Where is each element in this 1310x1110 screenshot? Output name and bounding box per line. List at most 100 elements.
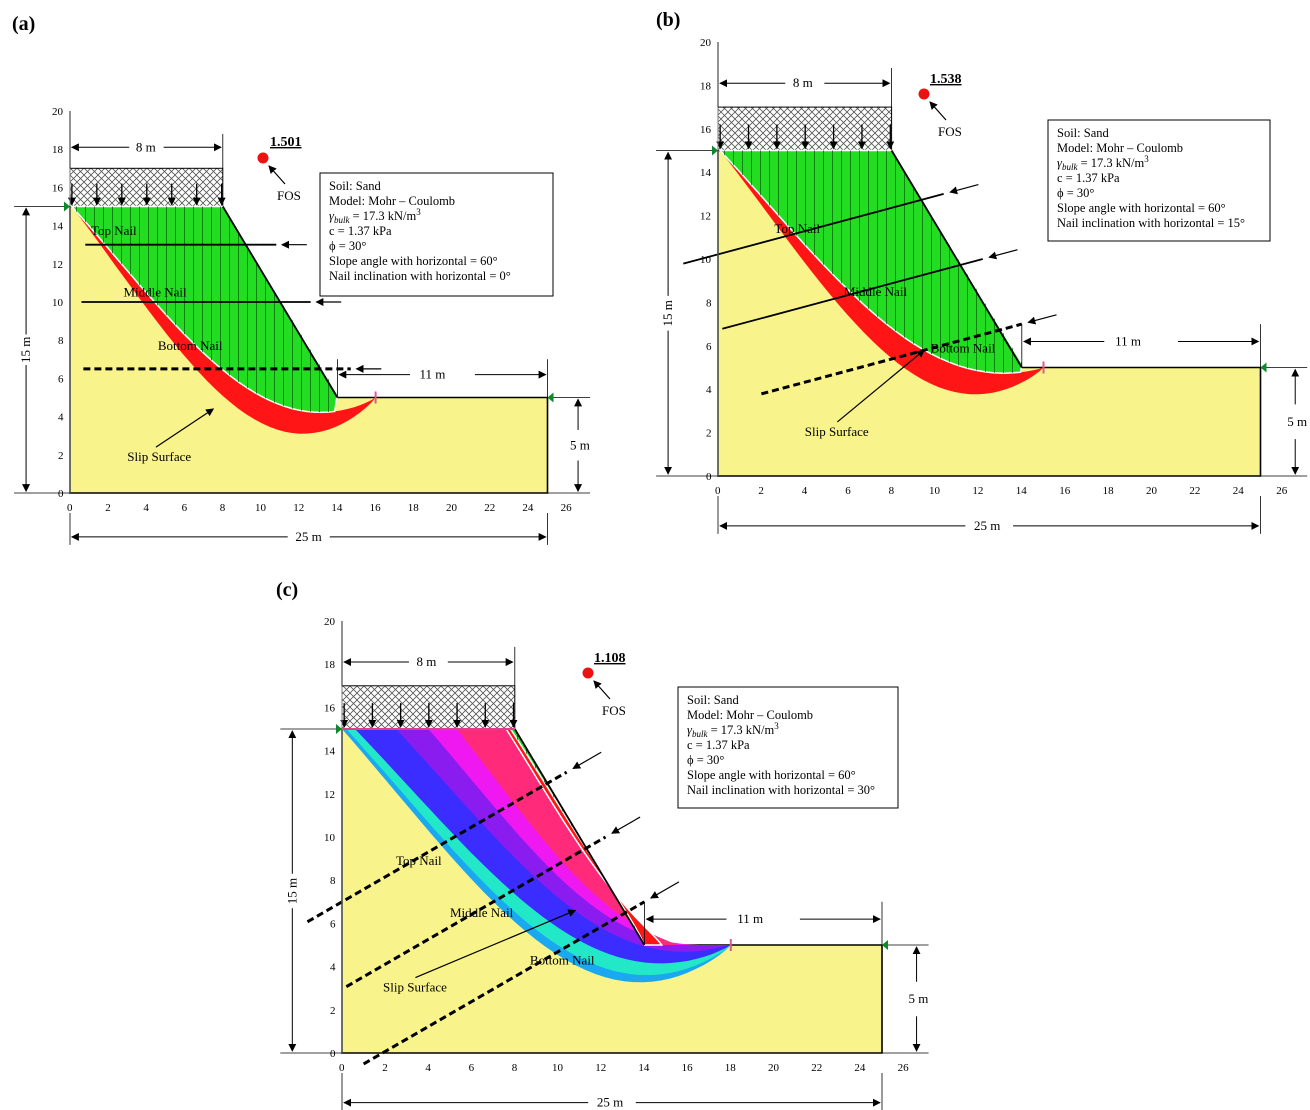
info-slope-angle: Slope angle with horizontal = 60° [687, 768, 856, 782]
x-tick-label: 24 [854, 1062, 866, 1074]
info-model: Model: Mohr – Coulomb [687, 708, 813, 722]
sliding-mass-lines [720, 150, 1022, 374]
fos-pointer [929, 101, 947, 121]
x-tick-label: 8 [889, 485, 895, 497]
dim-toe-label: 11 m [737, 911, 763, 926]
info-model: Model: Mohr – Coulomb [329, 194, 455, 208]
x-tick-label: 6 [845, 485, 851, 497]
y-tick-label: 2 [58, 450, 64, 462]
y-tick-label: 0 [330, 1048, 336, 1060]
info-gamma-sup: 3 [1144, 154, 1149, 164]
fos-pointer [268, 165, 286, 185]
y-tick-label: 16 [324, 702, 336, 714]
dim-toeh-label: 5 m [570, 437, 590, 452]
slip-surface-label: Slip Surface [805, 424, 869, 439]
fos-value: 1.538 [930, 72, 962, 87]
info-friction: ϕ = 30° [687, 753, 724, 767]
x-tick-label: 20 [446, 502, 458, 514]
x-tick-label: 12 [293, 502, 304, 514]
dim-top-label: 8 m [417, 654, 437, 669]
slip-zone-red [720, 150, 1044, 395]
nail-label-top: Top Nail [91, 223, 137, 238]
x-tick-label: 12 [595, 1062, 606, 1074]
x-tick-label: 20 [768, 1062, 780, 1074]
y-tick-label: 12 [700, 211, 711, 223]
panel-a: (a) Top Nail Middle Nail Bottom Nail Slip Su… [12, 13, 591, 545]
y-tick-label: 4 [330, 962, 336, 974]
info-box [1047, 119, 1271, 242]
x-tick-label: 26 [898, 1062, 910, 1074]
info-nail-inclination: Nail inclination with horizontal = 15° [1057, 216, 1245, 230]
info-gamma-sup: 3 [774, 721, 779, 731]
sliding-mass-lines [71, 206, 338, 413]
x-tick-label: 24 [1233, 485, 1245, 497]
info-soil: Soil: Sand [687, 693, 739, 707]
info-gamma: γbulk = 17.3 kN/m3 [687, 721, 779, 739]
fos-value: 1.501 [270, 135, 302, 150]
y-tick-label: 18 [700, 80, 712, 92]
y-tick-label: 18 [324, 659, 336, 671]
y-tick-label: 6 [706, 341, 712, 353]
y-tick-label: 12 [324, 789, 335, 801]
soil-nail [345, 835, 607, 988]
info-cohesion: c = 1.37 kPa [687, 738, 750, 752]
slip-surface-label: Slip Surface [127, 449, 191, 464]
x-tick-label: 18 [1103, 485, 1115, 497]
x-tick-label: 22 [1189, 485, 1200, 497]
nail-label-top: Top Nail [774, 221, 820, 236]
dim-total-label: 25 m [974, 518, 1000, 533]
info-gamma-value: = 17.3 kN/m [349, 209, 416, 223]
dim-toeh-label: 5 m [909, 991, 929, 1006]
info-box [319, 172, 554, 297]
y-tick-label: 6 [330, 918, 336, 930]
dim-total-label: 25 m [295, 529, 321, 544]
slip-surface-label: Slip Surface [383, 980, 447, 995]
slip-zone-band [456, 729, 677, 945]
y-tick-label: 20 [700, 37, 712, 49]
x-tick-label: 6 [182, 502, 188, 514]
nail-label-bottom: Bottom Nail [931, 340, 996, 355]
y-tick-label: 2 [330, 1005, 336, 1017]
x-tick-label: 20 [1146, 485, 1158, 497]
dim-toeh-label: 5 m [1287, 414, 1307, 429]
info-soil: Soil: Sand [329, 179, 381, 193]
right-boundary-marker [882, 940, 888, 950]
slip-zone-red [71, 206, 376, 434]
soil-nail [722, 258, 983, 330]
fos-label: FOS [277, 188, 301, 203]
soil-nail [306, 770, 568, 924]
x-tick-label: 8 [512, 1062, 518, 1074]
info-friction: ϕ = 30° [329, 239, 366, 253]
y-tick-label: 0 [706, 471, 712, 483]
x-tick-label: 10 [255, 502, 267, 514]
y-tick-label: 6 [58, 373, 64, 385]
x-tick-label: 12 [972, 485, 983, 497]
slope-face [514, 728, 646, 946]
soil-nail [683, 193, 944, 265]
fos-pointer [593, 680, 611, 700]
info-slope-angle: Slope angle with horizontal = 60° [1057, 201, 1226, 215]
fos-label: FOS [938, 124, 962, 139]
nail-label-top: Top Nail [396, 853, 442, 868]
nail-load-arrow [572, 751, 602, 769]
y-tick-label: 18 [52, 144, 64, 156]
x-tick-label: 8 [220, 502, 226, 514]
dim-total-label: 25 m [597, 1095, 623, 1110]
fos-label: FOS [602, 703, 626, 718]
dim-top-label: 8 m [136, 139, 156, 154]
y-tick-label: 8 [58, 335, 64, 347]
nail-label-middle: Middle Nail [450, 905, 514, 920]
info-gamma-value: = 17.3 kN/m [1077, 156, 1144, 170]
nail-load-arrow [1027, 314, 1057, 325]
info-gamma-sub: bulk [692, 729, 709, 739]
x-tick-label: 16 [370, 502, 382, 514]
slip-surface-pointer [155, 408, 215, 448]
dim-height-label: 15 m [18, 337, 33, 363]
slip-surface-pointer [836, 349, 925, 423]
info-cohesion: c = 1.37 kPa [1057, 171, 1120, 185]
x-tick-label: 2 [382, 1062, 388, 1074]
y-tick-label: 10 [324, 832, 336, 844]
nail-load-arrow [949, 184, 979, 195]
info-gamma-symbol: γ [329, 209, 335, 223]
x-tick-label: 26 [1276, 485, 1288, 497]
